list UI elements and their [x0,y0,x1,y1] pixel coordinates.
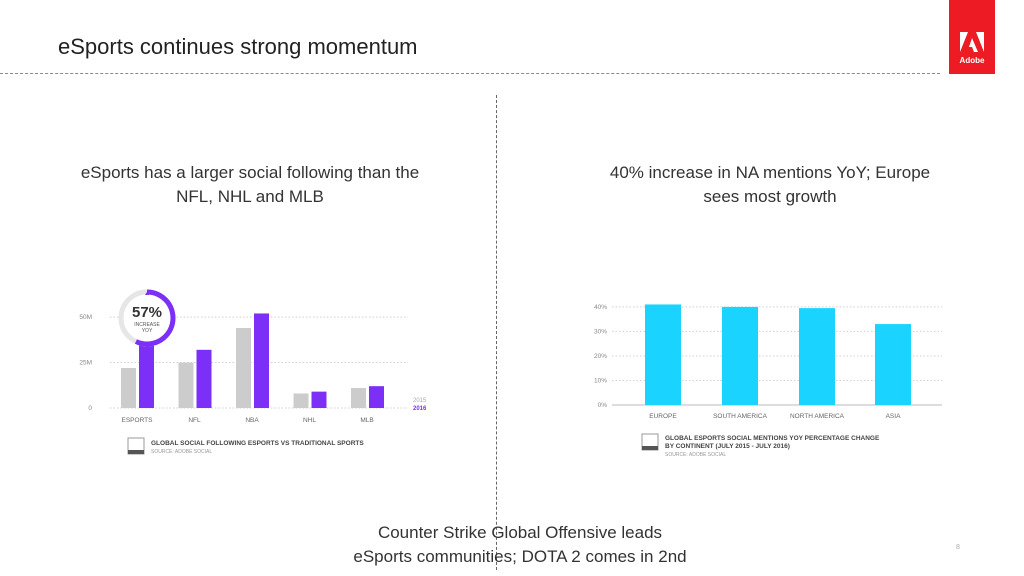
x-tick-label: ESPORTS [122,417,154,424]
bar-north-america [799,308,835,405]
right-legend-title-line1: GLOBAL ESPORTS SOCIAL MENTIONS YOY PERCE… [665,435,880,442]
title-divider [0,73,940,74]
bar-nfl-2016 [196,349,212,408]
adobe-logo-icon [960,32,984,52]
y-tick-label: 0 [88,405,92,412]
bar-nhl-2015 [293,393,309,408]
x-tick-label: ASIA [886,413,901,420]
left-chart-legend: GLOBAL SOCIAL FOLLOWING ESPORTS VS TRADI… [127,437,364,455]
right-legend-title-line2: BY CONTINENT (JULY 2015 - JULY 2016) [665,443,790,450]
left-chart-y-labels: 0 25M 50M [79,314,92,412]
right-chart-x-labels: EUROPE SOUTH AMERICA NORTH AMERICA ASIA [649,413,901,420]
bar-esports-2015 [121,368,136,408]
footer-text: Counter Strike Global Offensive leads eS… [300,521,740,569]
x-tick-label: NORTH AMERICA [790,413,845,420]
y-tick-label: 25M [79,360,92,367]
bar-nfl-2015 [178,362,194,408]
right-chart-bars [645,304,911,405]
right-legend-source: SOURCE: ADOBE SOCIAL [665,452,726,458]
arrow-up-icon [145,292,149,295]
bar-nba-2016 [254,313,269,408]
x-tick-label: EUROPE [649,413,677,420]
left-chart-bars [121,313,384,408]
bar-mlb-2015 [351,388,366,408]
footer-line2: eSports communities; DOTA 2 comes in 2nd [353,547,687,566]
right-chart-legend: GLOBAL ESPORTS SOCIAL MENTIONS YOY PERCE… [641,433,880,458]
adobe-logo-text: Adobe [959,56,985,65]
slide-title: eSports continues strong momentum [58,34,418,59]
left-legend-source: SOURCE: ADOBE SOCIAL [151,449,212,455]
x-tick-label: NFL [188,417,201,424]
left-heading-line2: NFL, NHL and MLB [176,187,324,206]
y-tick-label: 50M [79,314,92,321]
right-heading: 40% increase in NA mentions YoY; Europe … [585,161,955,209]
mentions-by-continent-chart: EUROPE SOUTH AMERICA NORTH AMERICA ASIA 0% 1… [594,304,942,458]
legend-2016: 2016 [413,406,427,412]
bar-asia [875,324,911,405]
page-number: 8 [956,544,960,551]
right-heading-line1: 40% increase in NA mentions YoY; Europe [609,163,931,182]
increase-badge: 57% INCREASE YOY [118,289,176,347]
column-divider [496,95,497,570]
left-heading: eSports has a larger social following th… [60,161,440,209]
legend-2015: 2015 [413,398,427,404]
badge-percent: 57% [132,304,162,321]
y-tick-label: 20% [594,353,607,360]
badge-line2: YOY [142,328,153,334]
x-tick-label: MLB [360,417,373,424]
badge-progress-arc [134,289,176,347]
social-following-chart: ESPORTS NFL NBA NHL MLB 0 25M 50M 57% INCREASE… [79,289,427,455]
bar-europe [645,304,681,405]
bar-esports-2016 [139,344,154,408]
x-tick-label: NBA [245,417,259,424]
y-tick-label: 0% [598,402,608,409]
left-legend-title: GLOBAL SOCIAL FOLLOWING ESPORTS VS TRADI… [151,440,364,447]
adobe-logo: Adobe [949,0,995,74]
y-tick-label: 10% [594,377,607,384]
bar-nba-2015 [236,328,251,408]
left-chart-x-labels: ESPORTS NFL NBA NHL MLB [122,417,374,424]
bar-south-america [722,306,758,405]
left-heading-line1: eSports has a larger social following th… [80,163,420,182]
right-chart-y-labels: 0% 10% 20% 30% 40% [594,304,607,409]
y-tick-label: 40% [594,304,607,311]
right-heading-line2: sees most growth [703,187,837,206]
badge-line1: INCREASE [134,322,160,328]
y-tick-label: 30% [594,328,607,335]
bar-mlb-2016 [369,386,384,408]
x-tick-label: SOUTH AMERICA [713,413,767,420]
bar-nhl-2016 [311,391,327,408]
footer-line1: Counter Strike Global Offensive leads [377,523,663,542]
x-tick-label: NHL [303,417,316,424]
